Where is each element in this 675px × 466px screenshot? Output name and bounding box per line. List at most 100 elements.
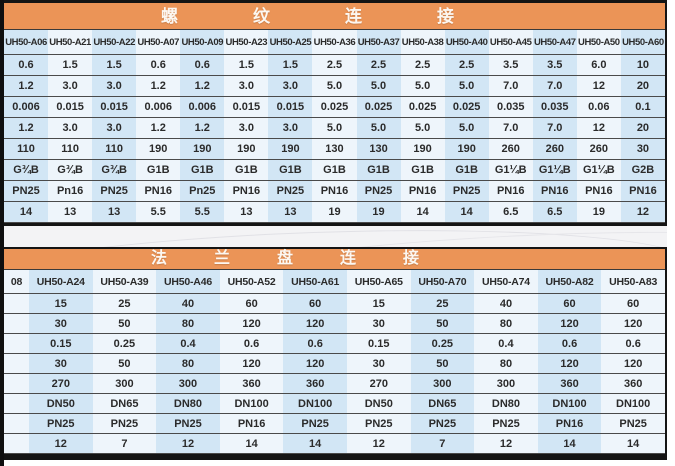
table-cell: 1.5	[92, 54, 137, 76]
table-cell: PN16	[312, 180, 357, 202]
table-cell: 7.0	[488, 75, 533, 97]
table-cell: 0.4	[156, 333, 220, 354]
table-cell: DN80	[474, 393, 538, 414]
table-cell: 0.1	[620, 96, 665, 118]
table-cell: 3.0	[224, 75, 269, 97]
table-cell: 260	[576, 138, 621, 160]
table-cell: 0.015	[268, 96, 313, 118]
table-cell: 12	[156, 433, 220, 454]
table-cell: 60	[537, 293, 602, 314]
table-cell: 12	[620, 201, 665, 223]
table-cell: 5.0	[312, 117, 357, 139]
table-cell: 19	[356, 201, 401, 223]
table-cell: 120	[283, 353, 347, 374]
table-cell: 12	[576, 75, 621, 97]
table-cell: DN65	[92, 393, 157, 414]
column-header: UH50-A46	[156, 270, 220, 294]
table-row: 30 50 80 120 120 30 50 80 120 120	[4, 353, 665, 374]
section-title-threaded: 螺纹连接	[161, 7, 529, 26]
table-row: 0.6 1.5 1.5 0.6 0.6 1.5 1.5 2.5 2.5 2.5 2.5 3.5 3.5 6…	[4, 54, 665, 76]
column-header: UH50-A22	[92, 30, 137, 55]
table-cell: G¾B	[4, 159, 49, 181]
table-cell: 1.5	[224, 54, 269, 76]
table-cell: 0.025	[356, 96, 401, 118]
table-cell: 12	[576, 117, 621, 139]
table-cell: 0.6	[180, 54, 225, 76]
table-cell: PN25	[346, 413, 411, 434]
column-header: UH50-A38	[400, 30, 445, 55]
table-row: PN25 PN25 PN25 PN16 PN25 PN25 PN25 PN25 PN16 PN25	[4, 413, 665, 434]
table-row: PN25 Pn16 PN25 PN16 Pn25 PN16 PN25 PN16 PN25 PN16…	[4, 180, 665, 202]
table-cell: DN50	[346, 393, 411, 414]
column-header: UH50-A45	[488, 30, 533, 55]
table-cell: 3.0	[268, 75, 313, 97]
table-cell: 14	[537, 433, 602, 454]
table-cell: 15	[29, 293, 93, 314]
table-cell: 1.2	[4, 117, 49, 139]
column-header: UH50-A82	[537, 270, 602, 294]
table-cell: PN16	[537, 413, 602, 434]
table-cell: 360	[537, 373, 602, 394]
table-cell: 14	[601, 433, 665, 454]
flange-connection-title-band: 法兰盘连接	[4, 249, 665, 270]
table-cell: 2.5	[312, 54, 357, 76]
table-cell: PN16	[400, 180, 445, 202]
table-cell: G2B	[620, 159, 665, 181]
table-row: 15 25 40 60 60 15 25 40 60 60	[4, 293, 665, 314]
table-cell: G1B	[356, 159, 401, 181]
table-cell: 60	[601, 293, 665, 314]
table-cell: 13	[48, 201, 93, 223]
table-row: 0.006 0.015 0.015 0.006 0.006 0.015 0.015 0.025…	[4, 96, 665, 118]
table-row: 30 50 80 120 120 30 50 80 120 120	[4, 313, 665, 334]
table-cell: 0.15	[346, 333, 411, 354]
table-cell: 3.0	[48, 75, 93, 97]
table-cell: 0.025	[400, 96, 445, 118]
table-cell	[4, 313, 29, 334]
table-cell: 360	[219, 373, 284, 394]
table-cell: 0.6	[283, 333, 347, 354]
table-cell: 120	[537, 313, 602, 334]
table-cell: G¾B	[92, 159, 137, 181]
table-cell: 5.0	[400, 75, 445, 97]
table-cell: 7.0	[488, 117, 533, 139]
table-cell: 5.0	[444, 117, 489, 139]
column-header: UH50-A74	[474, 270, 538, 294]
table-cell: 0.006	[180, 96, 225, 118]
table-cell: DN100	[219, 393, 284, 414]
column-header: UH50-A21	[48, 30, 93, 55]
table-cell: PN25	[29, 413, 93, 434]
table-cell: 3.0	[224, 117, 269, 139]
table-cell: PN25	[92, 180, 137, 202]
table-cell: 7.0	[532, 75, 577, 97]
column-header: UH50-A40	[444, 30, 489, 55]
table-cell: 6.5	[488, 201, 533, 223]
table-cell: 14	[283, 433, 347, 454]
column-header: UH50-A36	[312, 30, 357, 55]
table-cell: 0.15	[29, 333, 93, 354]
table-cell: DN80	[156, 393, 220, 414]
table-cell: 80	[156, 313, 220, 334]
table-cell: 7	[92, 433, 157, 454]
table-cell: PN25	[356, 180, 401, 202]
table-cell: 5.0	[444, 75, 489, 97]
column-header: UH50-A37	[356, 30, 401, 55]
table-cell: 1.5	[268, 54, 313, 76]
table-cell: 40	[474, 293, 538, 314]
table-cell: G1¼B	[532, 159, 577, 181]
table-cell: 300	[474, 373, 538, 394]
table-cell: 120	[219, 353, 284, 374]
column-header: UH50-A06	[4, 30, 49, 55]
table-cell: PN16	[620, 180, 665, 202]
tables-frame: 螺纹连接 UH50-A06 UH50-A21 UH50-A22 UH50-A07 UH5…	[4, 0, 667, 460]
table-cell: 2.5	[400, 54, 445, 76]
cut-column-header: 08	[4, 270, 29, 294]
table-cell	[4, 293, 29, 314]
table-cell: 0.015	[92, 96, 137, 118]
table-cell: PN16	[136, 180, 181, 202]
table-cell: 120	[601, 353, 665, 374]
table-cell: 0.006	[4, 96, 49, 118]
table-cell: 0.6	[4, 54, 49, 76]
table-cell: 3.0	[268, 117, 313, 139]
table-cell: 6.0	[576, 54, 621, 76]
table-cell: G1B	[444, 159, 489, 181]
